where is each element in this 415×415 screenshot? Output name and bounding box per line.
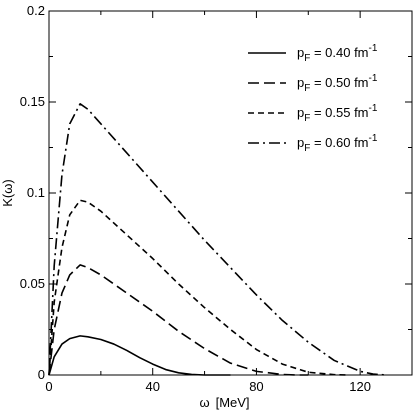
y-tick-label-0: 0 bbox=[38, 367, 45, 382]
x-axis-label-unit: [MeV] bbox=[216, 395, 250, 410]
y-axis-label: K(ω) bbox=[0, 179, 15, 206]
x-axis-label: ω [MeV] bbox=[199, 395, 249, 410]
legend-label-2: pF = 0.55 fm-1 bbox=[297, 103, 378, 124]
series-line-0 bbox=[48, 335, 231, 376]
legend-label-1: pF = 0.50 fm-1 bbox=[297, 73, 378, 94]
legend: pF = 0.40 fm-1 pF = 0.50 fm-1 pF = 0.55 fm… bbox=[248, 43, 378, 154]
y-tick-label-3: 0.15 bbox=[20, 94, 45, 109]
x-axis-label-symbol: ω bbox=[199, 395, 209, 410]
x-tick-label-0: 0 bbox=[45, 379, 52, 394]
y-tick-label-2: 0.1 bbox=[27, 185, 45, 200]
x-tick-label-3: 120 bbox=[349, 379, 371, 394]
series-line-3 bbox=[48, 103, 387, 376]
series-line-1 bbox=[48, 264, 309, 376]
legend-label-0: pF = 0.40 fm-1 bbox=[297, 43, 378, 64]
plot-frame bbox=[48, 10, 413, 376]
y-tick-label-1: 0.05 bbox=[20, 276, 45, 291]
plot-area bbox=[48, 10, 413, 376]
x-tick-label-2: 80 bbox=[249, 379, 263, 394]
series-line-2 bbox=[48, 199, 348, 376]
series-layer bbox=[48, 103, 387, 376]
labels-layer: 0 40 80 120 0 0.05 0.1 0.15 0.2 ω [MeV] K(ω) bbox=[0, 3, 371, 410]
axes-layer bbox=[48, 10, 413, 376]
y-tick-label-4: 0.2 bbox=[27, 3, 45, 18]
legend-label-3: pF = 0.60 fm-1 bbox=[297, 133, 378, 154]
x-tick-label-1: 40 bbox=[145, 379, 159, 394]
